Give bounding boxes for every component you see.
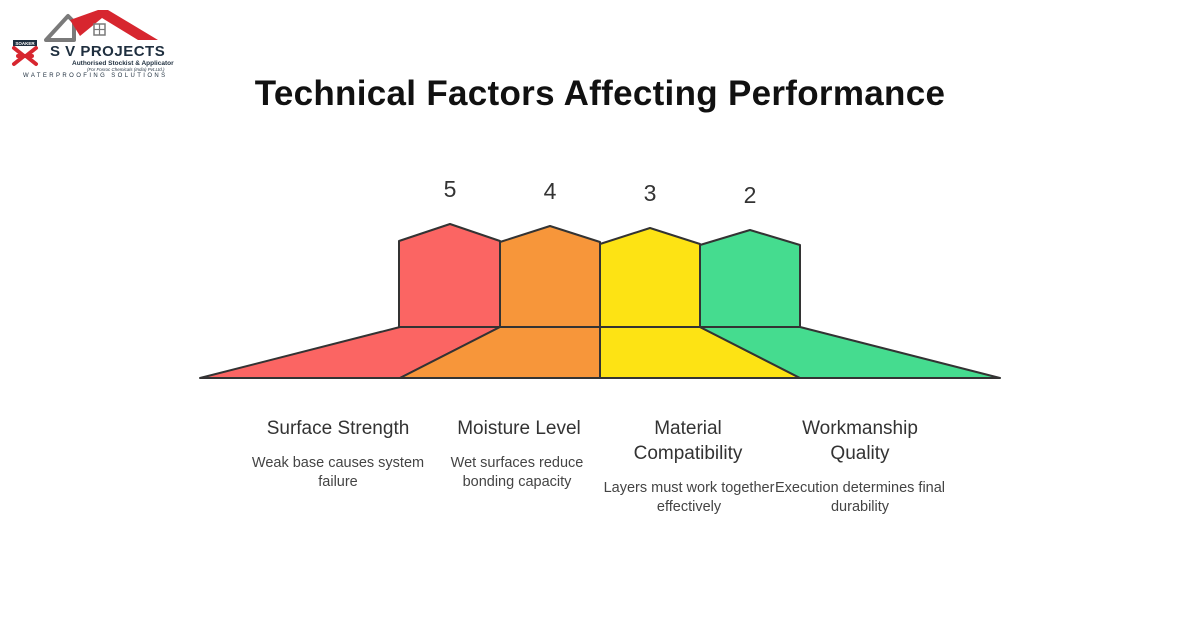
- logo-small-text: SOAKER: [15, 41, 35, 46]
- factor-description-3: Layers must work together effectively: [603, 480, 775, 515]
- column-4: [699, 229, 801, 328]
- factor-label-3: Material Compatibility: [633, 418, 743, 464]
- column-1: [398, 223, 501, 328]
- brand-name: S V PROJECTS: [50, 43, 166, 60]
- house-roof-icon: SOAKER: [12, 10, 158, 66]
- factor-description-4: Execution determines final durability: [774, 480, 946, 515]
- factor-value-1: 5: [444, 176, 457, 202]
- column-2: [499, 225, 601, 328]
- factor-value-2: 4: [544, 178, 557, 204]
- brand-subnote: (For Fosroc Chemicals (India) Pvt.Ltd.): [87, 67, 165, 72]
- factor-label-4: Workmanship Quality: [802, 418, 918, 464]
- factor-description-1: Weak base causes system failure: [251, 455, 425, 490]
- factor-label-1: Surface Strength: [266, 418, 410, 439]
- factor-label-2: Moisture Level: [457, 418, 581, 439]
- brand-subtitle: Authorised Stockist & Applicator: [72, 60, 174, 67]
- factor-description-2: Wet surfaces reduce bonding capacity: [450, 455, 584, 490]
- logo: SOAKER S V PROJECTS Authorised Stockist …: [10, 6, 180, 79]
- column-3: [599, 227, 701, 328]
- factor-value-4: 2: [744, 182, 757, 208]
- factor-value-3: 3: [644, 180, 657, 206]
- brand-tagline: WATERPROOFING SOLUTIONS: [23, 73, 168, 79]
- page-title: Technical Factors Affecting Performance: [254, 74, 946, 113]
